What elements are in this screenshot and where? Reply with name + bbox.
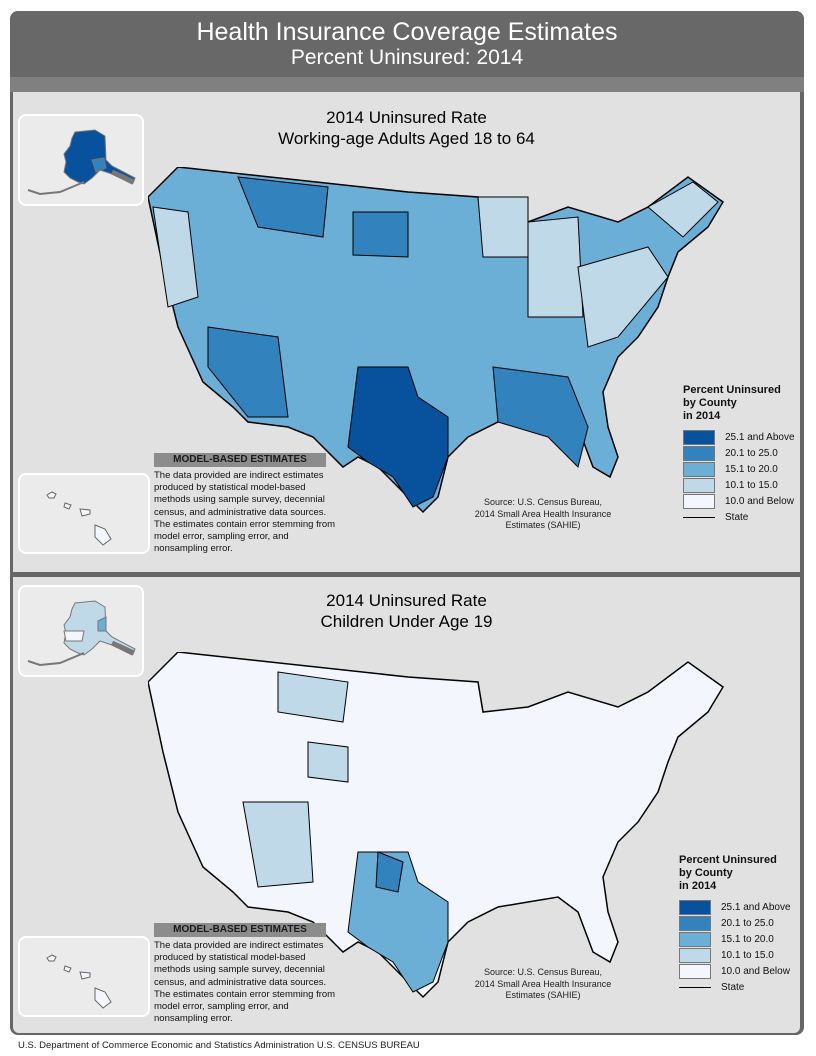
swatch-10-below xyxy=(683,493,715,509)
swatch-15-20 xyxy=(679,931,711,947)
swatch-25plus xyxy=(683,429,715,445)
swatch-10-15 xyxy=(679,947,711,963)
children-us-map xyxy=(148,652,724,999)
hawaii-inset xyxy=(18,936,150,1017)
state-line-symbol xyxy=(679,986,711,988)
source-note: Source: U.S. Census Bureau, 2014 Small A… xyxy=(474,967,612,1000)
swatch-20-25 xyxy=(679,915,711,931)
legend-item: 15.1 to 20.0 xyxy=(679,931,791,947)
swatch-10-15 xyxy=(683,477,715,493)
hawaii-inset xyxy=(18,473,150,554)
legend-item-state: State xyxy=(683,509,795,525)
legend-title: Percent Uninsured by County in 2014 xyxy=(683,384,781,422)
model-estimates-text: The data provided are indirect estimates… xyxy=(154,470,336,555)
alaska-map xyxy=(27,129,136,196)
children-map-panel: 2014 Uninsured Rate Children Under Age 1… xyxy=(13,577,800,1033)
legend: Percent Uninsured by County in 2014 25.1… xyxy=(679,854,791,995)
adults-map-title: 2014 Uninsured Rate Working-age Adults A… xyxy=(278,108,535,148)
legend-item: 10.1 to 15.0 xyxy=(683,477,795,493)
model-estimates-heading: MODEL-BASED ESTIMATES xyxy=(154,923,326,937)
adults-us-map xyxy=(148,167,724,514)
hawaii-map xyxy=(46,491,112,546)
swatch-10-below xyxy=(679,963,711,979)
page-header: Health Insurance Coverage Estimates Perc… xyxy=(10,11,804,77)
hawaii-map xyxy=(46,954,112,1009)
legend-item: 25.1 and Above xyxy=(679,899,791,915)
page-title: Health Insurance Coverage Estimates xyxy=(196,18,618,46)
model-estimates-text: The data provided are indirect estimates… xyxy=(154,940,336,1025)
alaska-inset xyxy=(18,114,144,206)
alaska-inset xyxy=(18,585,144,677)
alaska-map xyxy=(27,600,136,667)
model-estimates-heading: MODEL-BASED ESTIMATES xyxy=(154,453,326,467)
legend: Percent Uninsured by County in 2014 25.1… xyxy=(683,384,795,525)
swatch-20-25 xyxy=(683,445,715,461)
swatch-15-20 xyxy=(683,461,715,477)
swatch-25plus xyxy=(679,899,711,915)
legend-item: 20.1 to 25.0 xyxy=(683,445,795,461)
children-map-title: 2014 Uninsured Rate Children Under Age 1… xyxy=(320,591,493,631)
footer-credit: U.S. Department of Commerce Economic and… xyxy=(18,1040,420,1051)
legend-item: 20.1 to 25.0 xyxy=(679,915,791,931)
page-subtitle: Percent Uninsured: 2014 xyxy=(290,46,524,69)
legend-item: 10.0 and Below xyxy=(683,493,795,509)
source-note: Source: U.S. Census Bureau, 2014 Small A… xyxy=(474,497,612,530)
legend-item-state: State xyxy=(679,979,791,995)
legend-title: Percent Uninsured by County in 2014 xyxy=(679,854,777,892)
legend-item: 10.1 to 15.0 xyxy=(679,947,791,963)
legend-item: 15.1 to 20.0 xyxy=(683,461,795,477)
state-line-symbol xyxy=(683,516,715,518)
legend-item: 10.0 and Below xyxy=(679,963,791,979)
legend-item: 25.1 and Above xyxy=(683,429,795,445)
header-band xyxy=(10,77,804,92)
adults-map-panel: 2014 Uninsured Rate Working-age Adults A… xyxy=(13,92,800,572)
